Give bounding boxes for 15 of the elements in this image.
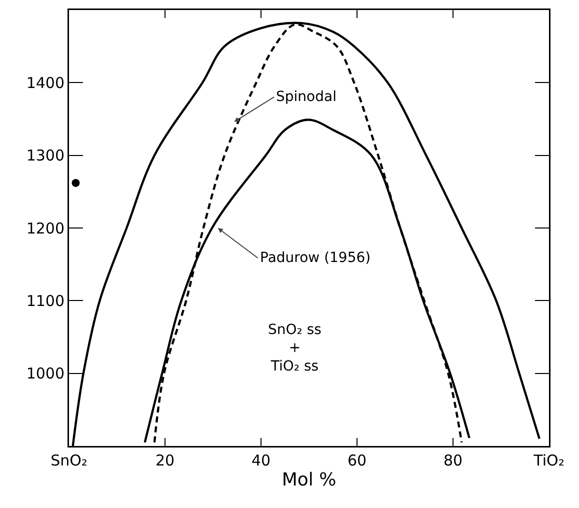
x-tick-label: SnO₂ <box>50 452 88 470</box>
y-tick-label: 1000 <box>26 364 64 383</box>
y-tick-label: 1200 <box>26 219 64 238</box>
annotation: SnO₂ ss + TiO₂ ss <box>268 322 322 374</box>
x-tick-label: TiO₂ <box>532 452 564 470</box>
annotation: Spinodal <box>276 89 336 105</box>
annotation: Padurow (1956) <box>260 250 371 266</box>
x-tick-label: 80 <box>443 452 463 470</box>
y-tick-label: 1300 <box>26 146 64 165</box>
y-tick-label: 1400 <box>26 74 64 92</box>
x-tick-label: 40 <box>251 452 271 470</box>
x-tick-label: 60 <box>347 452 367 470</box>
x-axis-title: Mol % <box>282 469 336 490</box>
x-tick-label: 20 <box>155 452 175 470</box>
y-tick-label: 1100 <box>26 292 64 310</box>
